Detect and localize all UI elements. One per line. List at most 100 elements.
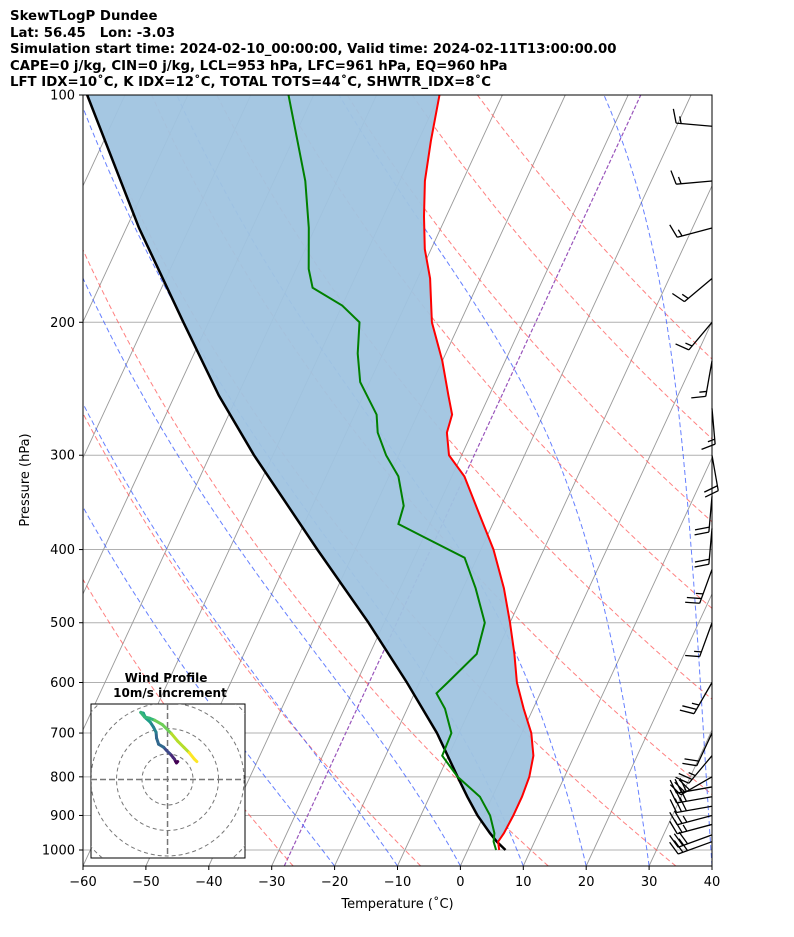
y-tick-label: 100 [50,89,75,104]
x-tick-label: −10 [384,875,411,890]
wind-barb [669,776,713,796]
wind-barb-shaft [699,622,713,657]
chart-header: SkewTLogP Dundee Lat: 56.45 Lon: -3.03 S… [10,9,617,92]
hodograph-subtitle: 10m/s increment [113,686,227,700]
y-tick-label: 500 [50,616,75,631]
wind-barb [669,787,713,804]
wind-barb-shaft [684,277,713,303]
wind-barb [669,224,713,238]
wind-barb-half-flag [677,176,682,184]
profiles [86,95,535,851]
x-tick-label: −40 [195,875,222,890]
wind-barb-flag [701,443,716,450]
wind-barb [691,360,713,399]
wind-barb-half-flag [677,229,683,237]
indices-line: LFT IDX=10˚C, K IDX=12˚C, TOTAL TOTS=44˚… [10,75,492,90]
wind-barb-flag [685,654,700,658]
y-tick-label: 300 [50,449,75,464]
wind-barb [669,831,713,848]
wind-barb-flag [673,833,684,846]
wind-barb-flag [682,762,697,767]
wind-barbs [669,108,719,855]
wind-barb-shaft [711,408,716,445]
moist-adiabat-line [603,95,712,866]
highlight-isotherm-line [283,95,642,866]
wind-barb-shaft [676,796,713,804]
wind-barb-flag [669,799,678,813]
wind-barb-shaft [680,776,713,796]
moist-adiabat-line [338,95,650,866]
wind-barb-half-flag [688,772,696,777]
y-tick-label: 700 [50,727,75,742]
moist-adiabat-line [83,506,336,866]
wind-barb-flag [669,784,682,796]
wind-barb [694,528,713,568]
hodograph-segment [160,723,173,736]
wind-barb-shaft [676,180,713,185]
wind-barb-shaft [711,455,719,491]
dry-adiabat-line [346,95,712,523]
x-tick-label: 30 [641,875,658,890]
wind-barb-flag [679,709,695,715]
wind-barb-flag [685,601,700,604]
isotherm-line [775,95,794,866]
wind-barb-half-flag [695,592,704,595]
wind-barb-shaft [708,496,713,533]
wind-barb-shaft [688,755,713,784]
wind-barb-shaft [677,834,713,848]
wind-barb [675,755,713,784]
params-line: CAPE=0 j/kg, CIN=0 j/kg, LCL=953 hPa, LF… [10,58,508,74]
wind-barb [682,732,713,767]
wind-barb-flag [669,779,678,794]
wind-barb-half-flag [679,116,682,124]
isotherm-line [522,456,712,866]
temperature-line [422,95,535,851]
dry-adiabat-line [281,95,712,610]
wind-barb [685,569,713,604]
y-tick-label: 1000 [42,844,75,859]
wind-barb-flag [694,558,710,563]
wind-barb-flag [686,596,702,600]
x-axis-ticks: −60 −50 −40 −30 −20 −10 0 10 20 30 40 [69,866,720,890]
hodograph-segment [192,757,199,764]
wind-barb [675,321,713,351]
wind-barb-flag [678,772,693,781]
isotherm-line [711,864,712,866]
wind-barb-half-flag [682,824,688,832]
wind-barb-flag [669,811,678,826]
wind-barb-flag [670,170,677,185]
wind-barb-half-flag [694,650,702,653]
x-tick-label: 40 [704,875,721,890]
cape-shading [87,95,534,842]
isotherm-line [585,592,712,866]
wind-barb-half-flag [691,702,700,706]
wind-barb [679,682,713,715]
wind-barb-shaft [677,823,713,835]
wind-barb-flag [671,292,685,303]
dry-adiabat-line [83,578,294,866]
wind-barb-shaft [676,786,713,794]
dry-adiabat-line [83,412,422,866]
wind-barb-shaft [676,122,713,127]
wind-barb-flag [674,781,686,793]
wind-barb-shaft [705,360,713,397]
x-tick-label: 0 [456,875,464,890]
wind-barb-flag [672,108,677,124]
wind-barb [669,810,713,826]
wind-barb-flag [669,820,678,835]
dewpoint-line [287,95,498,851]
y-axis-label: Pressure (hPa) [18,433,33,526]
wind-barb-flag [678,779,690,791]
x-tick-label: −60 [69,875,96,890]
wind-barb-half-flag [682,815,688,823]
moist-adiabat-line [83,402,398,866]
x-tick-label: 20 [578,875,595,890]
y-tick-label: 900 [50,809,75,824]
y-tick-label: 200 [50,316,75,331]
x-tick-label: 10 [515,875,532,890]
wind-barb-flag [669,841,679,855]
wind-barb-flag [694,531,709,536]
wind-barb [694,496,713,536]
wind-barb-flag [704,485,718,493]
